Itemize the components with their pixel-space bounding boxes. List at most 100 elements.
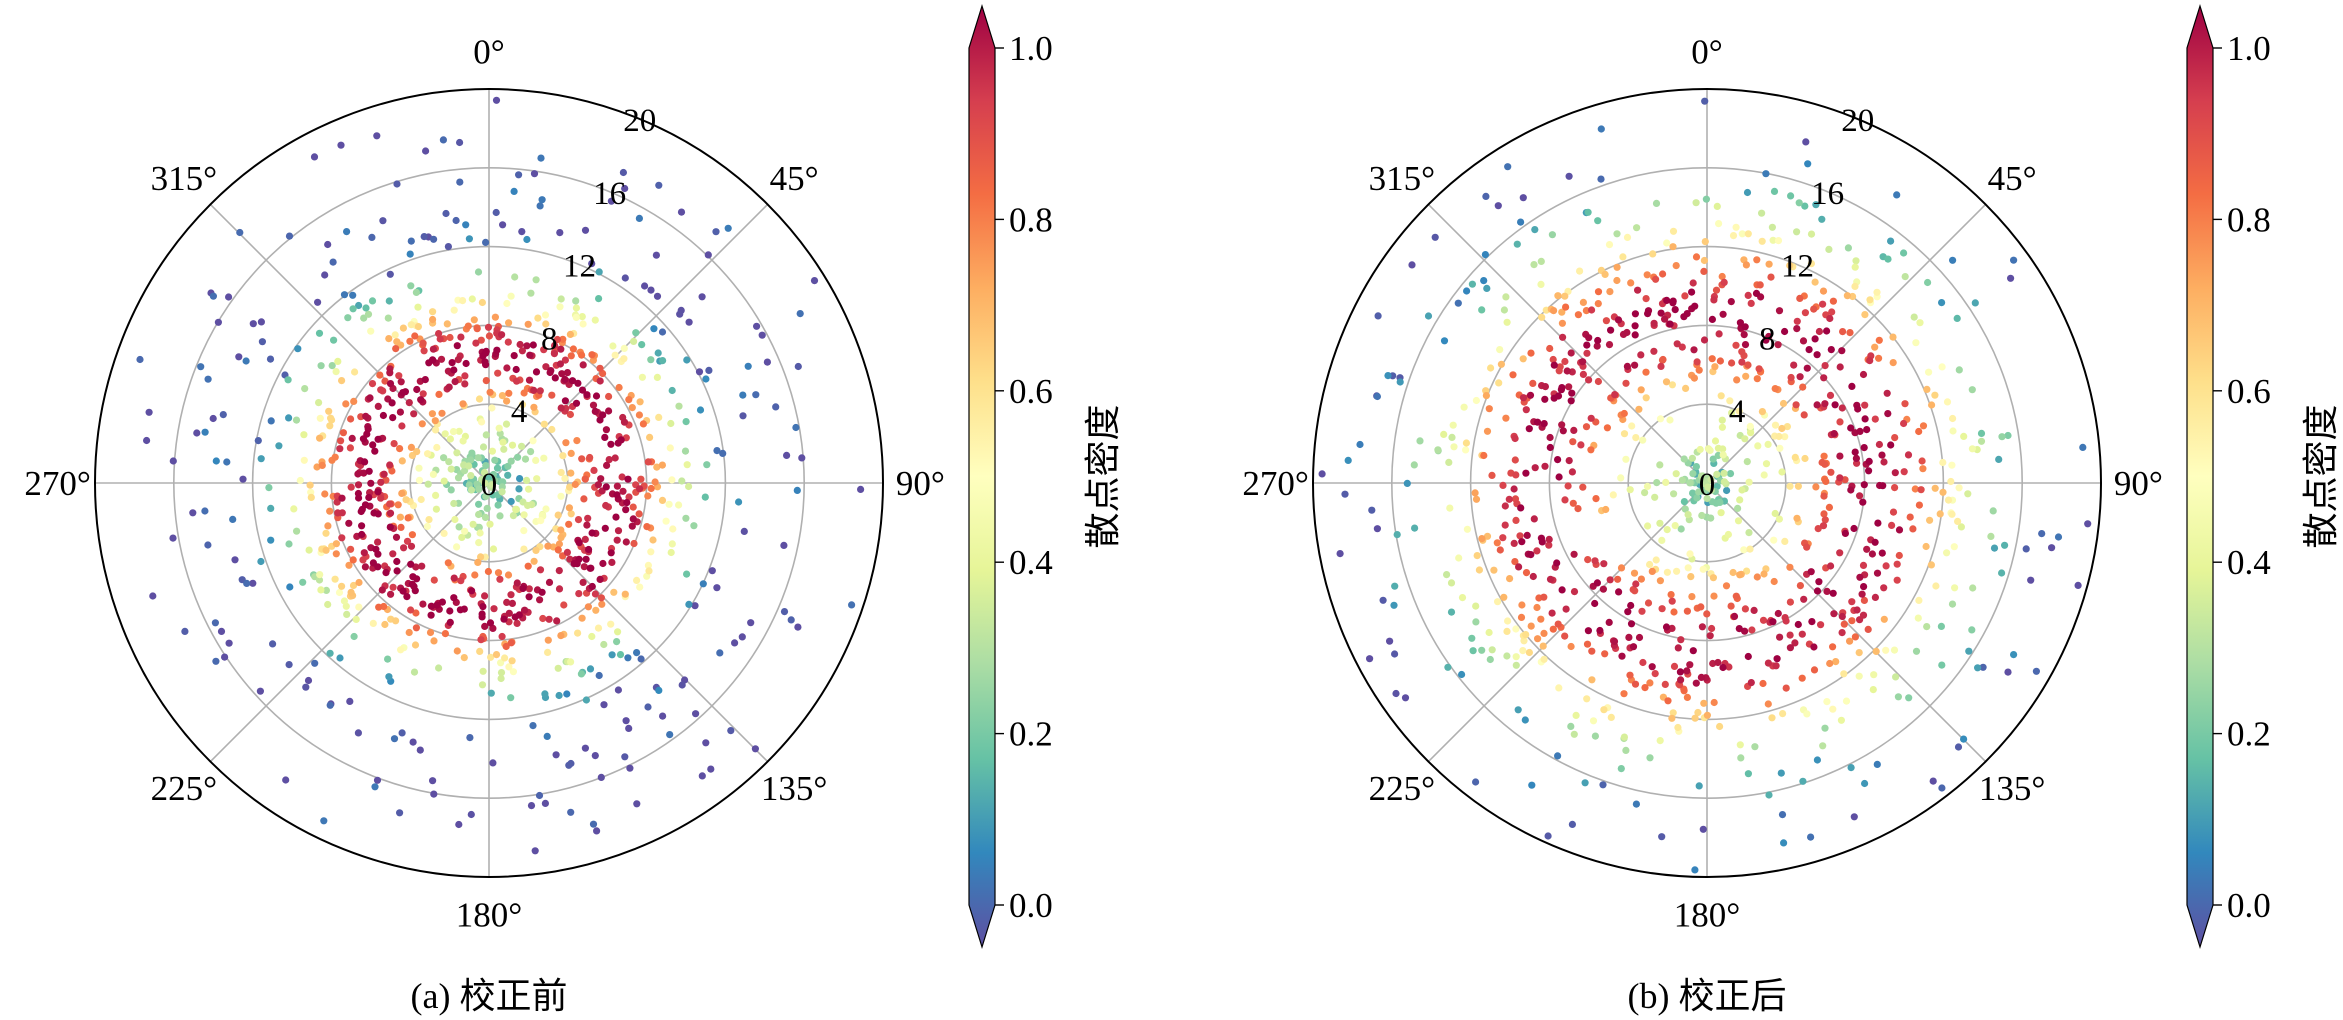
scatter-point (1718, 416, 1726, 424)
scatter-point (544, 542, 552, 550)
scatter-point (608, 651, 616, 659)
scatter-point (1799, 337, 1808, 345)
scatter-point (1546, 443, 1554, 452)
scatter-point (1691, 302, 1699, 310)
scatter-point (316, 434, 324, 442)
scatter-point (1826, 659, 1834, 668)
scatter-point (453, 543, 461, 551)
scatter-point (1744, 361, 1752, 369)
scatter-point (1631, 322, 1639, 330)
scatter-point (1894, 693, 1902, 701)
scatter-point (1804, 160, 1812, 168)
scatter-point (1447, 608, 1456, 616)
scatter-point (1871, 538, 1879, 546)
scatter-point (1408, 261, 1416, 269)
scatter-point (1511, 434, 1519, 443)
scatter-point (739, 391, 747, 399)
scatter-point (655, 181, 663, 189)
scatter-point (1662, 623, 1671, 631)
scatter-point (669, 525, 677, 533)
scatter-point (1810, 305, 1818, 313)
colorbar-tick-label: 0.0 (1009, 886, 1053, 925)
scatter-point (575, 590, 583, 598)
scatter-point (362, 304, 370, 312)
scatter-point (1488, 471, 1496, 479)
scatter-point (340, 597, 348, 605)
scatter-point (456, 178, 464, 186)
scatter-point (682, 514, 690, 522)
scatter-point (542, 505, 550, 513)
scatter-point (1727, 602, 1735, 610)
scatter-point (503, 397, 511, 405)
scatter-point (1882, 562, 1890, 570)
radial-tick-label: 0 (1699, 467, 1716, 503)
scatter-point (491, 456, 499, 464)
scatter-point (481, 592, 489, 600)
scatter-points (1318, 97, 2092, 874)
scatter-point (1541, 462, 1549, 470)
scatter-point (1856, 573, 1864, 581)
scatter-point (1374, 312, 1382, 320)
scatter-point (1931, 391, 1939, 399)
scatter-point (1837, 716, 1845, 724)
scatter-point (1813, 587, 1822, 595)
scatter-point (602, 501, 610, 510)
scatter-point (1847, 486, 1855, 494)
scatter-point (1582, 423, 1591, 431)
scatter-point (503, 364, 511, 372)
scatter-point (708, 567, 716, 575)
scatter-point (565, 520, 573, 528)
scatter-point (491, 313, 499, 321)
scatter-point (1680, 455, 1688, 463)
scatter-point (589, 401, 598, 409)
scatter-point (1650, 347, 1658, 355)
colorbar-gradient (968, 3, 996, 950)
scatter-point (1629, 586, 1637, 594)
scatter-point (502, 420, 511, 428)
scatter-point (425, 516, 433, 524)
scatter-point (1781, 327, 1789, 336)
scatter-point (1799, 777, 1807, 785)
scatter-point (181, 627, 189, 636)
scatter-point (1729, 568, 1737, 577)
scatter-point (572, 313, 580, 321)
scatter-point (499, 438, 507, 446)
scatter-point (594, 624, 603, 632)
scatter-point (1949, 414, 1957, 423)
scatter-point (1878, 549, 1886, 557)
scatter-point (1870, 671, 1878, 679)
scatter-point (1787, 373, 1795, 382)
scatter-point (521, 455, 530, 463)
scatter-point (629, 515, 637, 523)
scatter-point (149, 592, 157, 600)
scatter-point (292, 416, 301, 424)
scatter-point (386, 380, 395, 388)
scatter-point (530, 170, 539, 178)
scatter-point (1499, 481, 1507, 489)
scatter-point (554, 664, 562, 672)
scatter-point (1614, 316, 1623, 324)
scatter-point (373, 776, 382, 784)
scatter-point (712, 228, 720, 236)
scatter-point (257, 455, 265, 463)
scatter-point (1559, 333, 1567, 341)
scatter-point (1786, 631, 1794, 639)
scatter-point (1710, 592, 1718, 600)
scatter-point (347, 483, 355, 491)
scatter-point (622, 717, 630, 725)
angular-gridline (488, 203, 769, 484)
scatter-point (1646, 679, 1654, 687)
scatter-point (1666, 416, 1674, 424)
scatter-point (703, 461, 711, 469)
scatter-point (1497, 360, 1505, 368)
scatter-point (1572, 711, 1580, 720)
scatter-point (581, 744, 590, 752)
scatter-point (555, 540, 564, 548)
scatter-point (407, 282, 415, 290)
scatter-point (1592, 495, 1600, 503)
scatter-point (1957, 523, 1965, 531)
scatter-point (377, 386, 385, 394)
scatter-point (1540, 655, 1548, 663)
scatter-point (1895, 551, 1903, 560)
scatter-point (603, 461, 611, 469)
